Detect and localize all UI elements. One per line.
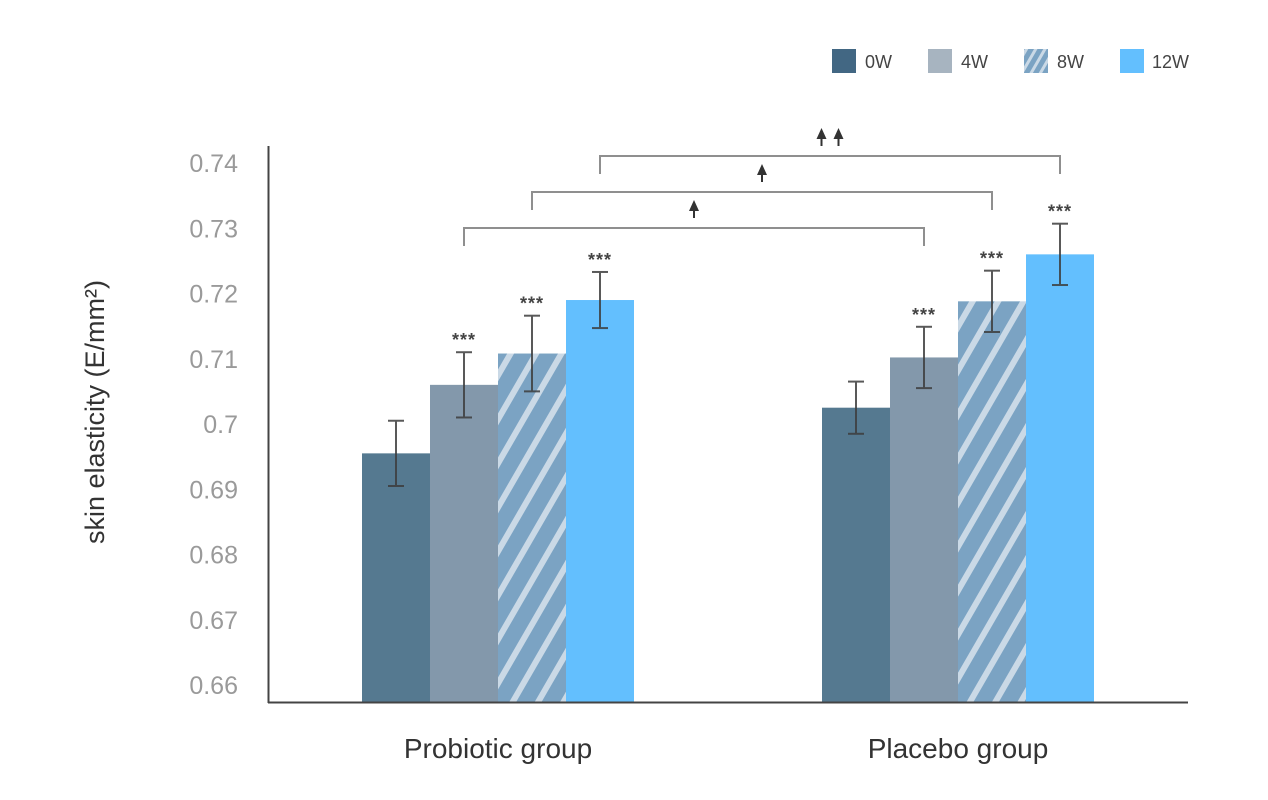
significance-label: ***	[980, 249, 1004, 269]
error-bar	[592, 270, 608, 330]
y-tick-label: 0.68	[189, 542, 238, 570]
error-bar	[848, 380, 864, 435]
y-axis-label: skin elasticity (E/mm²)	[80, 280, 110, 544]
error-bar	[1052, 222, 1068, 287]
arrow-up-icon	[833, 128, 844, 146]
bar-12w-placebo	[1026, 254, 1094, 702]
error-bars	[388, 222, 1068, 487]
y-tick-label: 0.67	[189, 607, 238, 635]
legend-swatch-8w	[1024, 49, 1048, 73]
comparison-bracket	[599, 128, 1061, 174]
y-tick-label: 0.72	[189, 281, 238, 309]
comparison-bracket	[463, 200, 925, 246]
y-tick-label: 0.66	[189, 672, 238, 700]
bar-0w-placebo	[822, 407, 890, 702]
legend-swatch-4w	[928, 49, 952, 73]
comparison-brackets	[463, 128, 1061, 246]
bars	[362, 254, 1094, 702]
arrow-up-icon	[757, 164, 767, 182]
comparison-bracket	[531, 164, 993, 210]
y-tick-label: 0.73	[189, 215, 238, 243]
arrow-up-icon	[816, 128, 827, 146]
bar-8w-placebo	[958, 301, 1026, 702]
significance-label: ***	[588, 250, 612, 270]
legend: 0W 4W 8W 12W	[832, 49, 1189, 73]
significance-labels: *** *** *** *** *** ***	[452, 202, 1072, 351]
significance-label: ***	[912, 305, 936, 325]
significance-label: ***	[1048, 202, 1072, 222]
legend-label-4w: 4W	[961, 52, 988, 72]
bar-4w-probiotic	[430, 384, 498, 702]
significance-label: ***	[520, 294, 544, 314]
bar-12w-probiotic	[566, 300, 634, 702]
legend-swatch-0w	[832, 49, 856, 73]
significance-label: ***	[452, 330, 476, 350]
y-tick-label: 0.74	[189, 150, 238, 178]
legend-label-8w: 8W	[1057, 52, 1084, 72]
y-axis-ticks: 0.66 0.67 0.68 0.69 0.7 0.71 0.72 0.73 0.74	[189, 150, 238, 700]
arrow-up-icon	[689, 200, 699, 218]
error-bar	[916, 325, 932, 390]
y-tick-label: 0.71	[189, 346, 238, 374]
legend-swatch-12w	[1120, 49, 1144, 73]
y-tick-label: 0.69	[189, 476, 238, 504]
x-category-placebo: Placebo group	[868, 733, 1049, 764]
bar-4w-placebo	[890, 357, 958, 702]
error-bar	[456, 351, 472, 419]
legend-item-8w: 8W	[1024, 49, 1084, 73]
error-bar	[388, 419, 404, 487]
x-category-probiotic: Probiotic group	[404, 733, 592, 764]
y-tick-label: 0.7	[203, 411, 238, 439]
error-bar	[524, 314, 540, 393]
error-bar	[984, 269, 1000, 333]
legend-item-4w: 4W	[928, 49, 988, 73]
bar-8w-probiotic	[498, 353, 566, 702]
legend-item-12w: 12W	[1120, 49, 1189, 73]
legend-label-0w: 0W	[865, 52, 892, 72]
bar-0w-probiotic	[362, 453, 430, 702]
legend-item-0w: 0W	[832, 49, 892, 73]
legend-label-12w: 12W	[1152, 52, 1189, 72]
